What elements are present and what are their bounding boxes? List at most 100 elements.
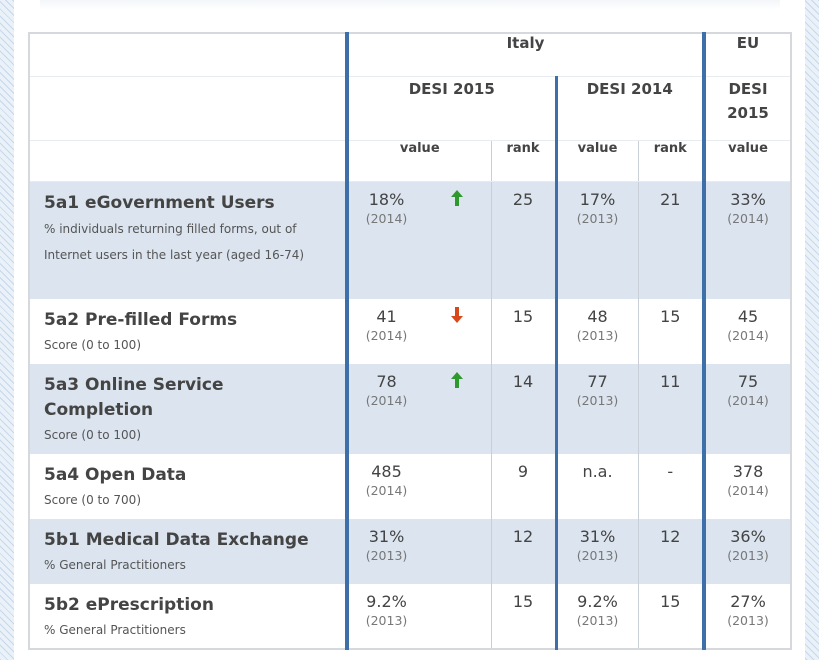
eu-year: (2014) [727,482,769,498]
rank-2015-cell: 25 [490,181,556,299]
indicator-cell: 5a1 eGovernment Users % individuals retu… [29,181,347,299]
rank-2014-cell: 15 [637,298,704,364]
indicator-name: 5a1 eGovernment Users [44,193,275,213]
eu-year: (2013) [727,612,769,628]
indicator-name: 5b2 ePrescription [44,594,214,615]
value-2014-cell: 17% (2013) [554,181,638,299]
year-2015: (2013) [365,547,408,563]
eu-value: 75 [737,371,759,391]
eu-value-cell: 27% (2013) [702,583,791,649]
value-2015-cell: 41 (2014) [345,298,424,364]
rank-2014-cell: 21 [637,181,704,299]
rank-2015: 25 [512,190,534,209]
value-2015: 485 [371,461,402,481]
rank-2015-header: rank [490,140,556,182]
trend-cell [424,363,491,454]
value-2015: 78 [376,371,397,391]
value-2014: 9.2% [577,591,618,611]
value-2015: 41 [376,306,397,326]
value-2014-cell: 9.2% (2013) [554,583,638,649]
year-2014: (2013) [576,392,619,408]
rank-2015: 9 [517,461,529,481]
value-2014-cell: 31% (2013) [554,518,638,584]
indicator-description: % General Practitioners [44,622,186,637]
eu-value-cell: 45 (2014) [702,298,791,364]
arrow-up-icon [451,190,464,206]
eu-value-cell: 75 (2014) [702,363,791,454]
rank-2014: 12 [660,526,681,546]
value-2014: 17% [579,190,616,209]
year-2014: (2013) [576,612,619,628]
corner-cell-3 [29,140,347,182]
eu-header: EU [702,33,791,77]
trend-arrow [424,190,491,210]
rank-2014: 15 [660,591,681,611]
indicator-description: % individuals returning filled forms, ou… [44,222,305,262]
eu-value: 36% [730,526,766,546]
rank-2014-cell: - [637,453,704,519]
eu-value-cell: 33% (2014) [702,181,791,299]
trend-cell [424,298,491,364]
trend-arrow [424,462,491,482]
eu-year: (2013) [727,547,769,563]
rank-2014-cell: 12 [637,518,704,584]
rank-2015: 12 [512,526,534,546]
rank-2015-cell: 14 [490,363,556,454]
arrow-up-icon [451,371,464,388]
eu-desi-line1: DESI [728,80,768,98]
year-2015: (2014) [365,482,408,498]
rank-2015-cell: 9 [490,453,556,519]
indicator-description: Score (0 to 100) [44,337,142,352]
year-2015: (2013) [365,612,408,628]
trend-cell [424,453,491,519]
indicator-name: 5a2 Pre-filled Forms [44,309,238,330]
eu-value: 45 [737,306,759,326]
desi2014-header: DESI 2014 [554,76,704,141]
trend-arrow [424,527,491,547]
value-2014-header: value [554,140,638,182]
corner-cell [29,33,347,77]
rank-2014-cell: 15 [637,583,704,649]
rank-2014: 15 [660,306,681,326]
arrow-down-icon [451,306,464,323]
rank-2014: 11 [660,371,681,391]
value-2014: n.a. [582,461,613,481]
table-row: 5b1 Medical Data Exchange % General Prac… [29,518,791,584]
year-2015: (2014) [365,392,408,408]
indicator-name: 5a3 Online Service Completion [44,374,224,420]
value-2015-cell: 18% (2014) [345,181,424,299]
rank-2014: 21 [660,190,681,209]
value-2014: 77 [587,371,608,391]
indicator-description: % General Practitioners [44,557,186,572]
value-2015-cell: 31% (2013) [345,518,424,584]
value-2014-cell: 48 (2013) [554,298,638,364]
indicator-cell: 5a4 Open Data Score (0 to 700) [29,453,347,519]
value-2015-header: value [345,140,491,182]
rank-2015-cell: 15 [490,298,556,364]
table-row: 5a1 eGovernment Users % individuals retu… [29,181,791,299]
rank-2015: 15 [512,306,534,326]
eu-value: 378 [732,461,764,481]
indicator-description: Score (0 to 100) [44,427,142,442]
indicator-cell: 5b1 Medical Data Exchange % General Prac… [29,518,347,584]
value-2014: 31% [579,526,616,546]
indicator-name: 5b1 Medical Data Exchange [44,529,309,550]
eu-year: (2014) [727,327,769,343]
year-2014: (2013) [576,327,619,343]
value-2015-cell: 485 (2014) [345,453,424,519]
top-fade [40,0,780,10]
value-2014: 48 [587,306,608,326]
desi2015-header: DESI 2015 [345,76,556,141]
eu-desi-line2: 2015 [727,104,769,122]
value-2015: 9.2% [366,591,407,611]
trend-cell [424,181,491,299]
table-row: 5a4 Open Data Score (0 to 700) 485 (2014… [29,453,791,519]
rank-2014: - [667,461,674,481]
eu-value-cell: 378 (2014) [702,453,791,519]
rank-2015-cell: 12 [490,518,556,584]
eu-value-cell: 36% (2013) [702,518,791,584]
indicator-cell: 5b2 ePrescription % General Practitioner… [29,583,347,649]
indicator-cell: 5a2 Pre-filled Forms Score (0 to 100) [29,298,347,364]
trend-arrow [424,371,491,392]
trend-cell [424,518,491,584]
